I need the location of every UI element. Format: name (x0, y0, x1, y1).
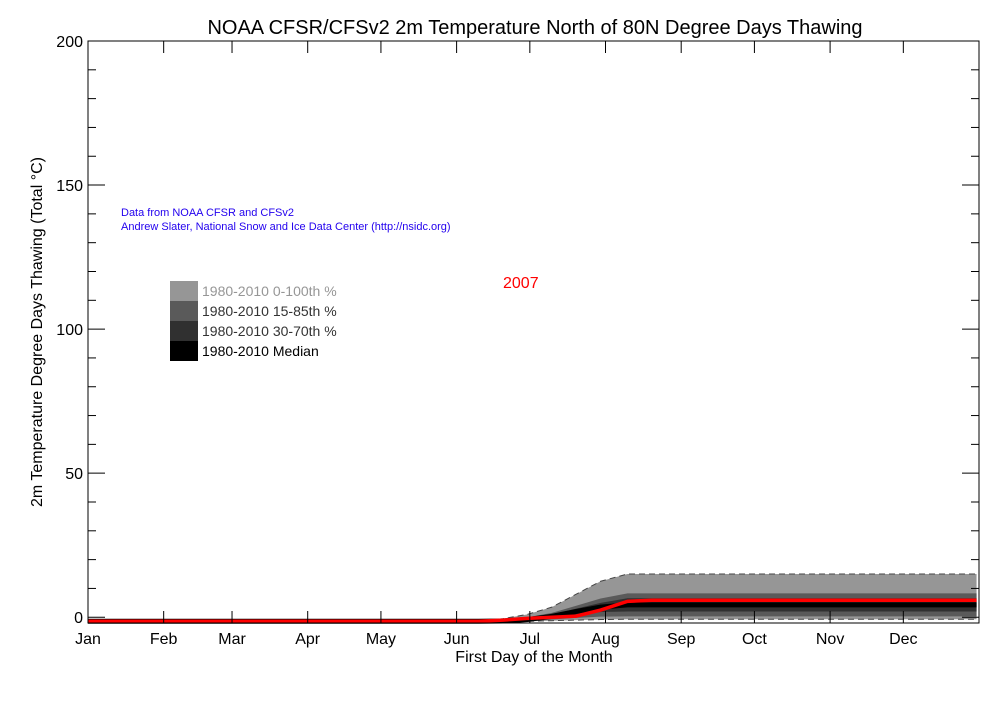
percentile-bands (88, 573, 977, 624)
y-tick-label: 0 (74, 610, 83, 627)
y-tick-label: 100 (56, 322, 83, 339)
legend: 1980-2010 0-100th % 1980-2010 15-85th % 19… (170, 281, 337, 361)
year-2007-line (88, 598, 977, 624)
x-tick-label: Apr (295, 631, 321, 648)
y-tick-label: 150 (56, 178, 83, 195)
legend-label: 1980-2010 Median (202, 343, 319, 359)
x-tick-label: Jun (444, 631, 470, 648)
x-axis-label: First Day of the Month (455, 649, 612, 666)
year-label: 2007 (503, 275, 539, 292)
x-tick-label: Jan (75, 631, 101, 648)
x-tick-label: Mar (218, 631, 246, 648)
y-tick-label: 50 (65, 466, 83, 483)
x-tick-label: May (366, 631, 396, 648)
x-tick-label: Aug (591, 631, 619, 648)
x-tick-label: Dec (889, 631, 917, 648)
legend-label: 1980-2010 0-100th % (202, 283, 337, 299)
legend-label: 1980-2010 15-85th % (202, 303, 337, 319)
x-tick-label: Feb (150, 631, 178, 648)
legend-swatch (170, 341, 198, 361)
y-tick-label: 200 (56, 34, 83, 51)
x-tick-label: Oct (742, 631, 767, 648)
y-axis-label: 2m Temperature Degree Days Thawing (Tota… (29, 157, 46, 507)
legend-swatch (170, 281, 198, 301)
source-line-1: Data from NOAA CFSR and CFSv2 (121, 207, 294, 219)
x-tick-label: Sep (667, 631, 696, 648)
source-line-2: Andrew Slater, National Snow and Ice Dat… (121, 221, 451, 233)
plot-frame (87, 40, 980, 624)
legend-label: 1980-2010 30-70th % (202, 323, 337, 339)
x-tick-label: Jul (520, 631, 540, 648)
legend-swatch (170, 301, 198, 321)
chart-title: NOAA CFSR/CFSv2 2m Temperature North of … (207, 17, 862, 39)
legend-swatch (170, 321, 198, 341)
x-tick-label: Nov (816, 631, 844, 648)
axes: 0 50 100 150 200 Jan Feb Mar Apr May Jun Jul Aug Sep O… (56, 34, 980, 648)
